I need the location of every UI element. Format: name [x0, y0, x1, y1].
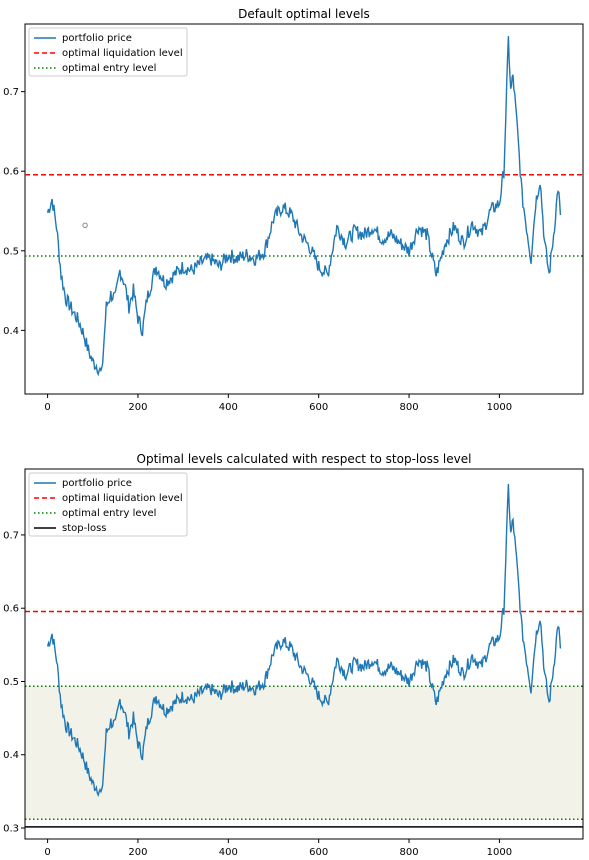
chart-2-legend-label-entry: optimal entry level [62, 508, 156, 519]
chart-1-y-tick-label-1: 0.5 [3, 246, 19, 257]
chart-2-y-tick-label-0: 0.3 [3, 824, 19, 835]
chart-1-x-tick-label-1: 200 [128, 402, 147, 413]
chart-2-x-tick-label-0: 0 [44, 847, 50, 858]
chart-2-levels [25, 610, 583, 828]
chart-2-legend-box [28, 472, 188, 537]
chart-2-plot-frame [24, 468, 584, 840]
chart-2-x-tick-label-4: 800 [400, 847, 419, 858]
chart-1-x-tick-label-3: 600 [309, 402, 328, 413]
chart-2-x-tick-label-3: 600 [309, 847, 328, 858]
chart-1-legend-box [28, 27, 188, 77]
chart-2-x-tick-label-2: 400 [219, 847, 238, 858]
chart-2-x-axis: 0 200 400 600 800 1000 [44, 839, 512, 858]
chart-2-legend-label-portfolio-price: portfolio price [62, 478, 132, 489]
chart-2-y-axis: 0.3 0.4 0.5 0.6 0.7 [3, 530, 25, 835]
chart-2-y-tick-label-3: 0.6 [3, 604, 19, 615]
chart-2-legend-label-stop-loss: stop-loss [62, 523, 107, 534]
chart-2-portfolio-price-line [46, 483, 562, 798]
chart-1-levels [25, 174, 583, 257]
chart-2-title: Optimal levels calculated with respect t… [137, 452, 472, 466]
chart-2-legend-label-liquidation: optimal liquidation level [62, 493, 183, 504]
chart-1-y-axis: 0.4 0.5 0.6 0.7 [3, 87, 25, 337]
chart-2-y-tick-label-2: 0.5 [3, 677, 19, 688]
chart-1: Default optimal levels 0 200 400 600 800 1000… [3, 7, 584, 413]
chart-1-x-tick-label-2: 400 [219, 402, 238, 413]
chart-1-y-tick-label-3: 0.7 [3, 87, 19, 98]
chart-2-y-tick-label-4: 0.7 [3, 530, 19, 541]
chart-1-markers [82, 222, 88, 229]
chart-1-legend: portfolio price optimal liquidation leve… [28, 27, 188, 77]
chart-2-y-tick-label-1: 0.4 [3, 750, 19, 761]
chart-1-x-tick-label-0: 0 [44, 402, 50, 413]
chart-1-portfolio-price-line [46, 36, 562, 377]
chart-1-title: Default optimal levels [238, 7, 370, 21]
chart-1-legend-label-portfolio-price: portfolio price [62, 33, 132, 44]
chart-2-legend: portfolio price optimal liquidation leve… [28, 472, 188, 537]
chart-1-x-axis: 0 200 400 600 800 1000 [44, 394, 512, 413]
chart-2-x-tick-label-1: 200 [128, 847, 147, 858]
chart-1-legend-label-entry: optimal entry level [62, 63, 156, 74]
chart-1-y-tick-label-0: 0.4 [3, 326, 19, 337]
chart-1-y-tick-label-2: 0.6 [3, 167, 19, 178]
chart-2: Optimal levels calculated with respect t… [3, 452, 584, 858]
chart-1-x-tick-label-5: 1000 [487, 402, 512, 413]
chart-1-x-tick-label-4: 800 [400, 402, 419, 413]
chart-1-legend-label-liquidation: optimal liquidation level [62, 48, 183, 59]
chart-2-x-tick-label-5: 1000 [487, 847, 512, 858]
chart-1-plot-frame [24, 23, 584, 395]
chart-2-shaded-band [25, 686, 583, 820]
chart-1-marker-0 [82, 222, 88, 229]
